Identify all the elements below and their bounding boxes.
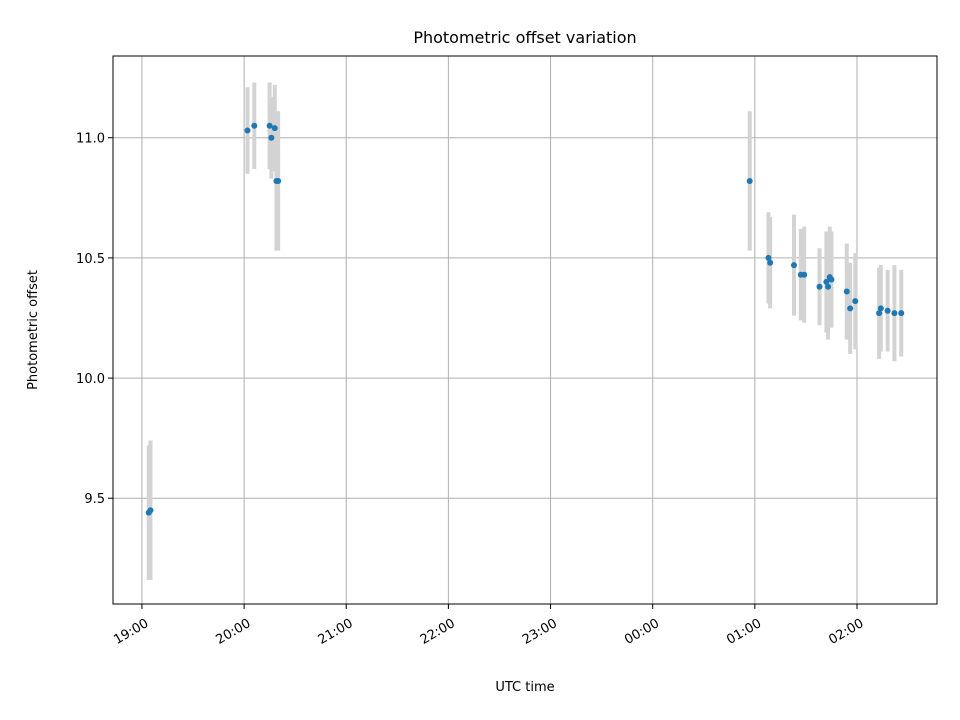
x-axis-label: UTC time: [495, 680, 554, 695]
data-points: [145, 122, 905, 516]
grid: [113, 56, 937, 604]
plot-frame: [112, 55, 938, 605]
data-point: [244, 127, 251, 134]
data-point: [816, 283, 823, 290]
data-point: [767, 259, 774, 266]
data-point: [847, 305, 854, 312]
data-point: [268, 134, 275, 141]
y-tick-label: 11.0: [76, 132, 105, 147]
x-tick-label: 19:00: [111, 616, 151, 648]
data-point: [251, 122, 258, 129]
x-tick-label: 21:00: [316, 616, 356, 648]
data-point: [828, 276, 835, 283]
error-bars: [146, 82, 904, 580]
y-tick-label: 10.0: [76, 372, 105, 387]
data-point: [147, 507, 154, 514]
data-point: [746, 177, 753, 184]
data-point: [823, 278, 830, 285]
x-tick-label: 23:00: [520, 616, 560, 648]
x-axis-ticks: 19:00 20:00 21:00 22:00 23:00 00:00 01:00 02:00: [111, 604, 866, 648]
data-point: [790, 262, 797, 269]
data-point: [825, 283, 832, 290]
y-axis-ticks: 9.5 10.0 10.5 11.0: [76, 132, 113, 507]
data-point: [801, 271, 808, 278]
data-point: [266, 122, 273, 129]
x-tick-label: 01:00: [724, 616, 764, 648]
data-point: [876, 310, 883, 317]
data-point: [891, 310, 898, 317]
data-point: [884, 307, 891, 314]
data-point: [843, 288, 850, 295]
y-tick-label: 10.5: [76, 252, 105, 267]
x-tick-label: 00:00: [622, 616, 662, 648]
data-point: [877, 305, 884, 312]
x-tick-label: 20:00: [214, 616, 254, 648]
y-axis-label: Photometric offset: [26, 270, 41, 390]
data-point: [765, 254, 772, 261]
data-point: [275, 177, 282, 184]
data-point: [271, 125, 278, 132]
x-tick-label: 02:00: [826, 616, 866, 648]
y-tick-label: 9.5: [84, 492, 105, 507]
x-tick-label: 22:00: [418, 616, 458, 648]
data-point: [852, 298, 859, 305]
data-point: [898, 310, 905, 317]
chart-title: Photometric offset variation: [413, 28, 636, 47]
